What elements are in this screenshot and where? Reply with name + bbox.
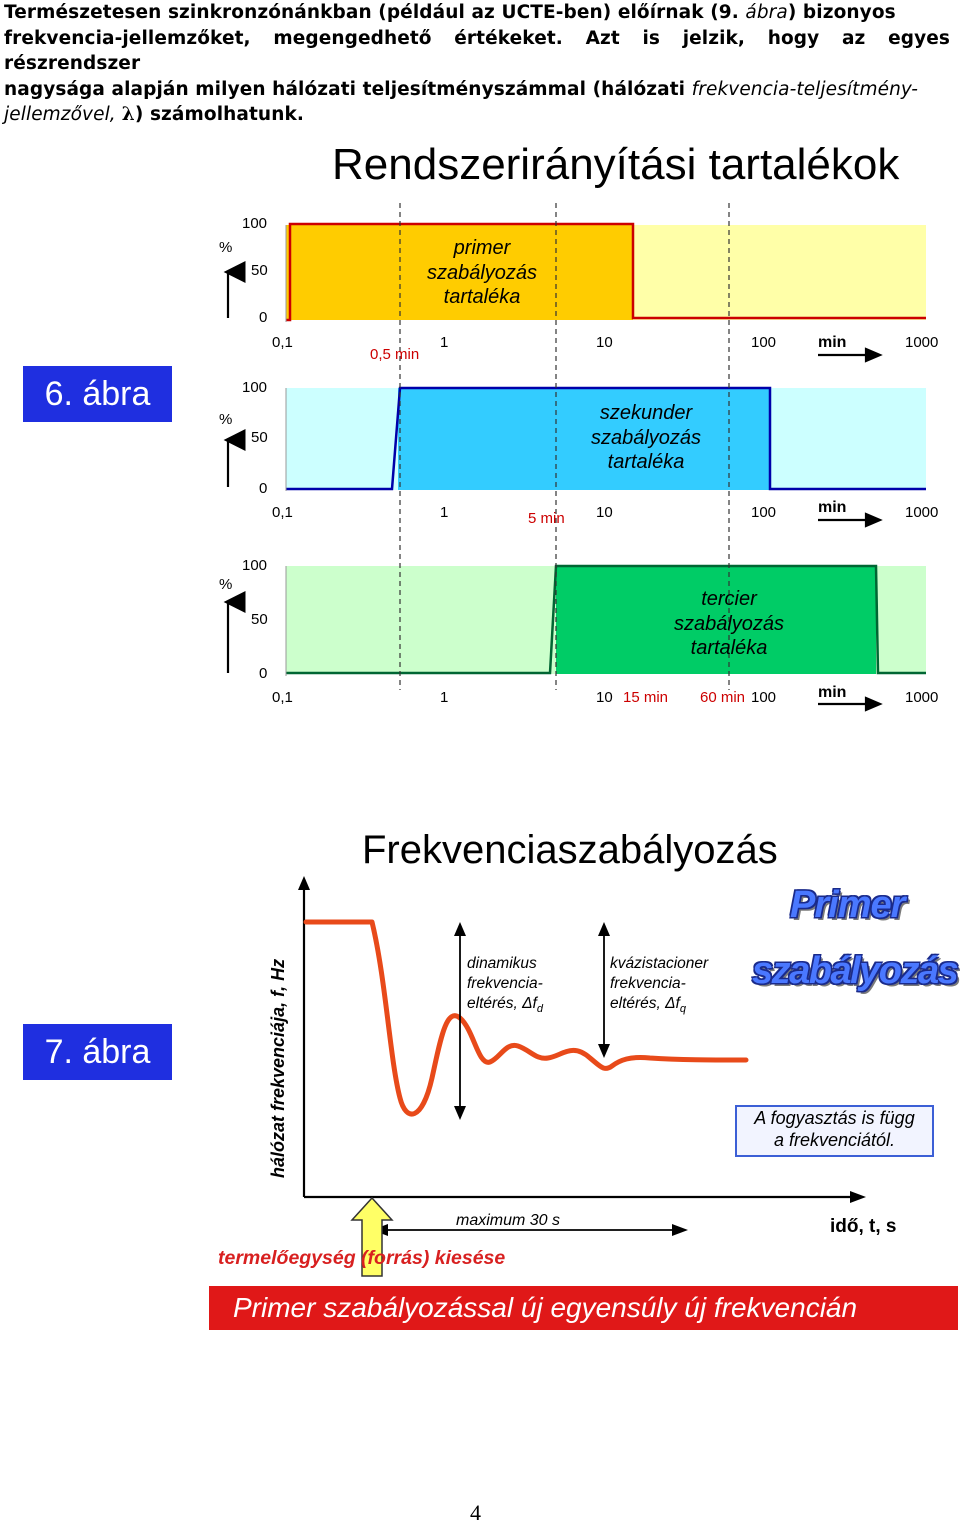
- p1-y100: 100: [242, 215, 268, 232]
- sekunder-line: [286, 386, 926, 491]
- p1-pct: %: [219, 239, 233, 256]
- p1-marker: 0,5 min: [370, 346, 420, 363]
- intro-line-4: jellemzővel, λ) számolhatunk.: [4, 104, 304, 125]
- conclusion-banner: Primer szabályozással új egyensúly új fr…: [209, 1286, 958, 1330]
- tercier-reserve-box: [556, 566, 876, 674]
- sekunder-box-label: szekunder szabályozás tartaléka: [590, 402, 702, 473]
- sekunder-reserve-box: [398, 388, 770, 490]
- panel-primer: [285, 222, 926, 322]
- p3-y0: 0: [259, 665, 268, 682]
- p1-x-1: 1: [440, 334, 449, 351]
- p2-x-100: 100: [751, 504, 777, 521]
- fig7-x-arrowhead: [850, 1191, 866, 1203]
- p3-unit: min: [818, 684, 847, 701]
- qs-deviation-note: kvázistacioner frekvencia- eltérés, Δfq: [610, 955, 709, 1016]
- intro-line-2: frekvencia-jellemzőket, megengedhető ért…: [4, 27, 950, 75]
- p1-y0: 0: [259, 309, 268, 326]
- loss-arrow: [350, 1196, 394, 1277]
- p3-marker-60: 60 min: [700, 689, 746, 706]
- dyn-deviation-note: dinamikus frekvencia- eltérés, Δfd: [467, 955, 543, 1016]
- max-30s-label: maximum 30 s: [456, 1212, 561, 1229]
- consumption-note: A fogyasztás is függ a frekvenciától.: [735, 1105, 934, 1157]
- p2-x-1000: 1000: [905, 504, 939, 521]
- frequency-curve: [303, 919, 749, 1117]
- p2-x-10: 10: [596, 504, 613, 521]
- fig7-title: Frekvenciaszabályozás: [362, 828, 778, 872]
- p2-marker: 5 min: [528, 510, 565, 527]
- decade-gridlines: [399, 203, 730, 690]
- p3-x-10: 10: [596, 689, 613, 706]
- p3-marker-15: 15 min: [623, 689, 669, 706]
- p1-x-100: 100: [751, 334, 777, 351]
- fig7-diagram: [298, 876, 866, 1277]
- p3-y100: 100: [242, 557, 268, 574]
- panel-tercier: [285, 564, 926, 676]
- p1-x-10: 10: [596, 334, 613, 351]
- wordart-primer: Primer: [790, 884, 905, 926]
- fig6-badge: 6. ábra: [23, 366, 172, 422]
- p3-x-0-1: 0,1: [272, 689, 293, 706]
- page-number: 4: [470, 1500, 481, 1525]
- p3-x-1: 1: [440, 689, 449, 706]
- p2-unit: min: [818, 499, 847, 516]
- fig7-x-axis-label: idő, t, s: [830, 1216, 897, 1237]
- p1-x-0-1: 0,1: [272, 334, 293, 351]
- p2-y0: 0: [259, 480, 268, 497]
- intro-paragraph: Természetesen szinkronzónánkban (például…: [4, 0, 950, 128]
- p2-y50: 50: [251, 429, 268, 446]
- intro-line-3: nagysága alapján milyen hálózati teljesí…: [4, 78, 919, 100]
- p3-pct: %: [219, 576, 233, 593]
- p2-x-1: 1: [440, 504, 449, 521]
- tercier-box-label: tercier szabályozás tartaléka: [673, 588, 785, 659]
- source-loss-label: termelőegység (forrás) kiesése: [218, 1247, 506, 1269]
- p3-y50: 50: [251, 611, 268, 628]
- p1-y50: 50: [251, 262, 268, 279]
- p2-y100: 100: [242, 379, 268, 396]
- primer-reserve-box: [286, 225, 633, 320]
- fig7-y-arrowhead: [298, 876, 310, 890]
- min-arrows: [818, 347, 883, 712]
- p1-x-1000: 1000: [905, 334, 939, 351]
- fig6-diagram: [223, 203, 926, 712]
- p3-x-100: 100: [751, 689, 777, 706]
- wordart-szabalyozas: szabályozás: [752, 950, 959, 992]
- p2-pct: %: [219, 411, 233, 428]
- p1-unit: min: [818, 334, 847, 351]
- panel-sekunder: [285, 386, 926, 491]
- p2-x-0-1: 0,1: [272, 504, 293, 521]
- fig7-badge: 7. ábra: [23, 1024, 172, 1080]
- primer-box-label: primer szabályozás tartaléka: [426, 237, 538, 308]
- primer-line: [286, 222, 926, 322]
- tercier-line: [286, 564, 926, 675]
- fig7-y-axis-label: hálózat frekvenciája, f, Hz: [268, 958, 288, 1178]
- intro-line-1: Természetesen szinkronzónánkban (például…: [4, 2, 896, 23]
- p3-x-1000: 1000: [905, 689, 939, 706]
- fig6-title: Rendszerirányítási tartalékok: [332, 140, 900, 189]
